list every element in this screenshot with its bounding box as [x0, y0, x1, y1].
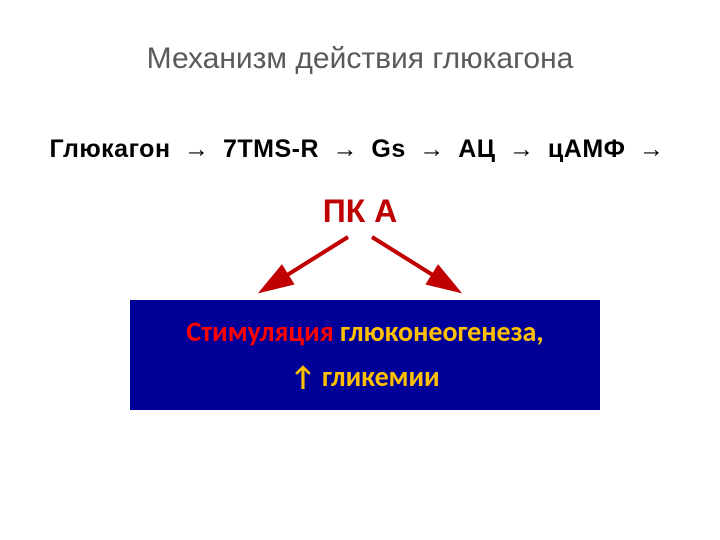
slide-title: Механизм действия глюкагона [0, 42, 720, 76]
pathway-node-camp: цАМФ [548, 135, 626, 163]
pathway-node-gs: Gs [371, 135, 405, 163]
pka-pk: ПК [323, 193, 366, 229]
arrow-icon: → [633, 135, 671, 163]
pathway-node-7tmsr: 7TMS-R [223, 135, 319, 163]
arrow-icon: → [503, 135, 541, 163]
result-line-2: ↑ гликемии [130, 355, 600, 400]
arrow-icon: → [413, 135, 451, 163]
arrow-icon: → [178, 135, 216, 163]
result-line-1: Стимуляция глюконеогенеза, [130, 310, 600, 355]
slide: Механизм действия глюкагона Глюкагон → 7… [0, 0, 720, 540]
pathway-node-glucagon: Глюкагон [50, 135, 171, 163]
branch-arrows [230, 232, 490, 302]
pka-a: А [365, 193, 397, 229]
pka-label: ПК А [0, 193, 720, 230]
pathway-node-ac: АЦ [458, 135, 495, 163]
arrow-icon: → [326, 135, 364, 163]
result-box: Стимуляция глюконеогенеза, ↑ гликемии [130, 300, 600, 410]
result-stimulation: Стимуляция [186, 314, 340, 349]
pathway-line: Глюкагон → 7TMS-R → Gs → АЦ → цАМФ → [0, 135, 720, 164]
result-gluconeogenesis: глюконеогенеза, [340, 314, 544, 349]
